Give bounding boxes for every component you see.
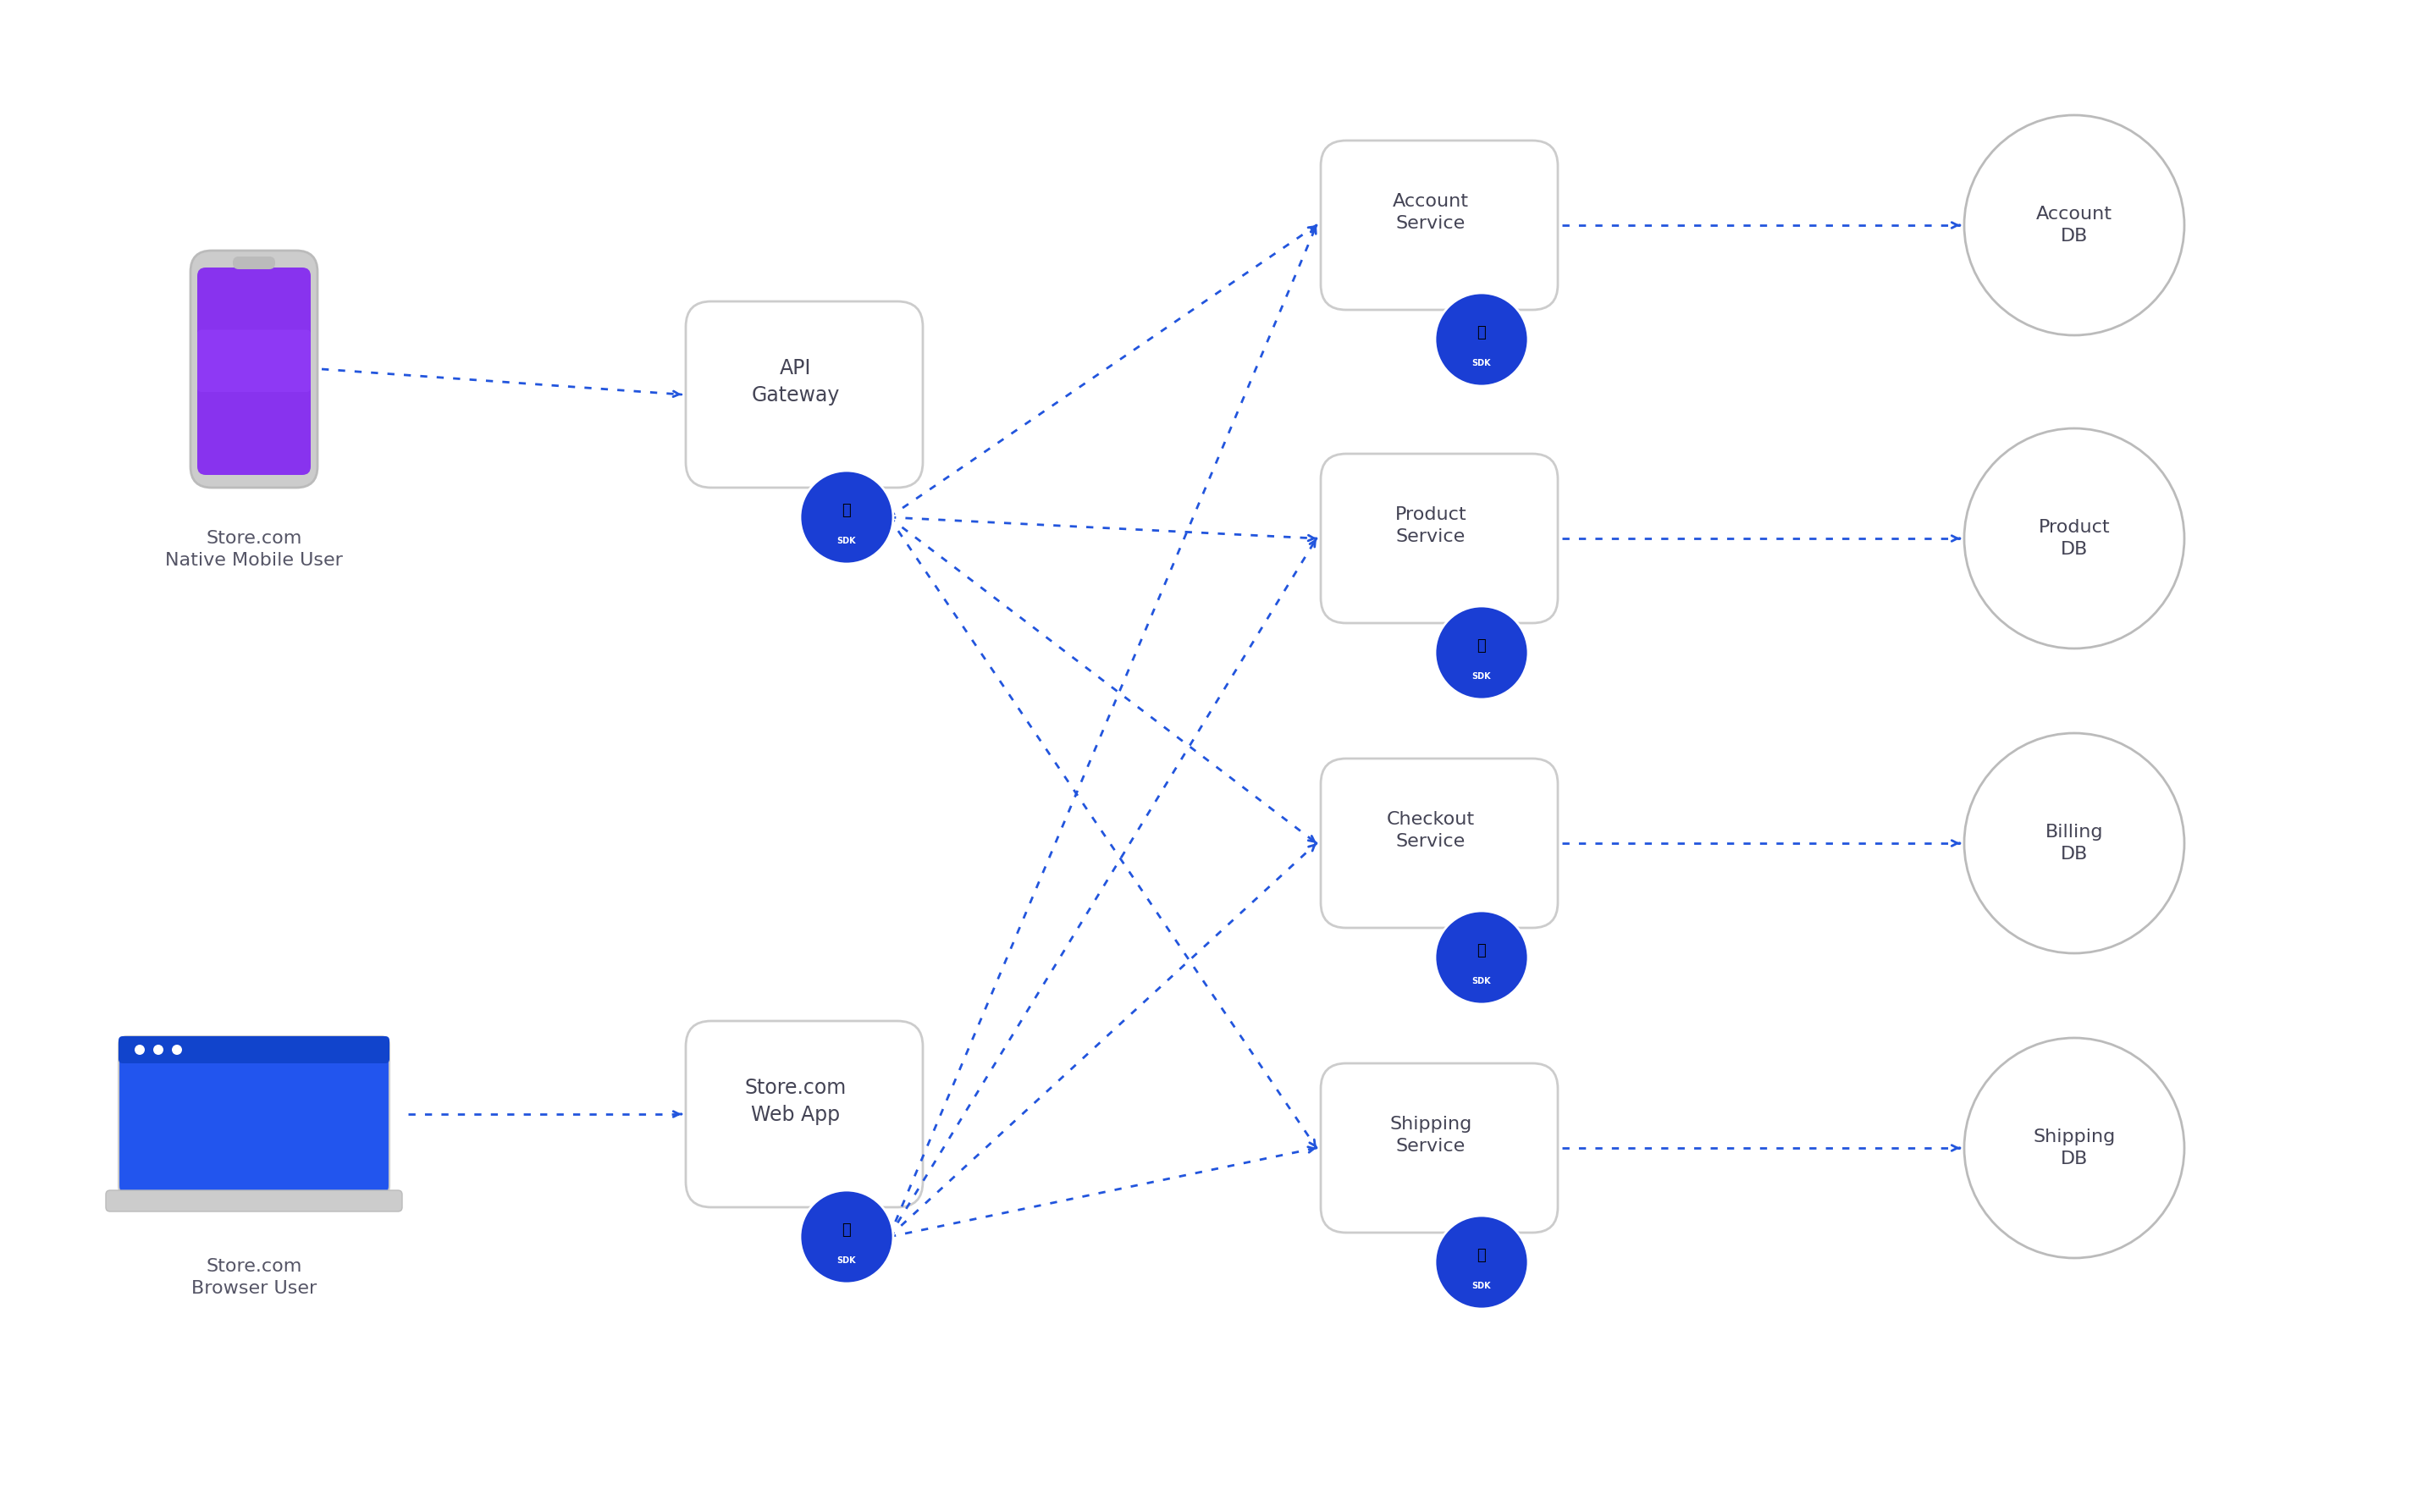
Text: API
Gateway: API Gateway	[751, 358, 840, 405]
FancyBboxPatch shape	[197, 330, 311, 392]
FancyBboxPatch shape	[685, 1021, 923, 1207]
Text: 🚀: 🚀	[843, 1223, 850, 1238]
Text: Account
DB: Account DB	[2036, 206, 2113, 245]
Text: Shipping
DB: Shipping DB	[2033, 1128, 2116, 1167]
Circle shape	[799, 470, 894, 564]
Circle shape	[1436, 606, 1528, 699]
Circle shape	[799, 1190, 894, 1284]
FancyBboxPatch shape	[1321, 141, 1557, 310]
Text: 🚀: 🚀	[843, 503, 850, 519]
Text: SDK: SDK	[1472, 358, 1491, 367]
Circle shape	[172, 1045, 182, 1055]
Text: SDK: SDK	[838, 537, 855, 546]
Text: SDK: SDK	[1472, 1282, 1491, 1290]
Text: Store.com
Native Mobile User: Store.com Native Mobile User	[165, 531, 342, 569]
Text: 🚀: 🚀	[1477, 1247, 1487, 1263]
Text: SDK: SDK	[1472, 977, 1491, 986]
Circle shape	[1436, 1216, 1528, 1309]
Text: Store.com
Web App: Store.com Web App	[746, 1078, 848, 1125]
FancyBboxPatch shape	[119, 1036, 389, 1063]
FancyBboxPatch shape	[107, 1190, 403, 1211]
Circle shape	[1436, 910, 1528, 1004]
Text: Product
DB: Product DB	[2038, 519, 2111, 558]
Text: SDK: SDK	[1472, 673, 1491, 680]
Text: SDK: SDK	[838, 1256, 855, 1266]
Text: Account
Service: Account Service	[1392, 194, 1470, 233]
Text: 🚀: 🚀	[1477, 943, 1487, 959]
Circle shape	[134, 1045, 146, 1055]
Text: 🚀: 🚀	[1477, 325, 1487, 340]
Circle shape	[1965, 733, 2184, 953]
Text: Billing
DB: Billing DB	[2045, 824, 2104, 863]
FancyBboxPatch shape	[189, 251, 318, 488]
FancyBboxPatch shape	[685, 301, 923, 488]
Circle shape	[1436, 293, 1528, 386]
FancyBboxPatch shape	[1321, 454, 1557, 623]
Text: Store.com
Browser User: Store.com Browser User	[192, 1258, 316, 1297]
Circle shape	[1965, 115, 2184, 336]
Circle shape	[1965, 428, 2184, 649]
Circle shape	[1965, 1037, 2184, 1258]
FancyBboxPatch shape	[197, 268, 311, 475]
FancyBboxPatch shape	[1321, 759, 1557, 928]
Circle shape	[153, 1045, 163, 1055]
Text: 🚀: 🚀	[1477, 638, 1487, 653]
Text: Shipping
Service: Shipping Service	[1389, 1116, 1472, 1155]
Text: Product
Service: Product Service	[1394, 507, 1467, 546]
FancyBboxPatch shape	[1321, 1063, 1557, 1232]
FancyBboxPatch shape	[233, 257, 274, 269]
Text: Checkout
Service: Checkout Service	[1387, 810, 1474, 850]
FancyBboxPatch shape	[119, 1036, 389, 1194]
